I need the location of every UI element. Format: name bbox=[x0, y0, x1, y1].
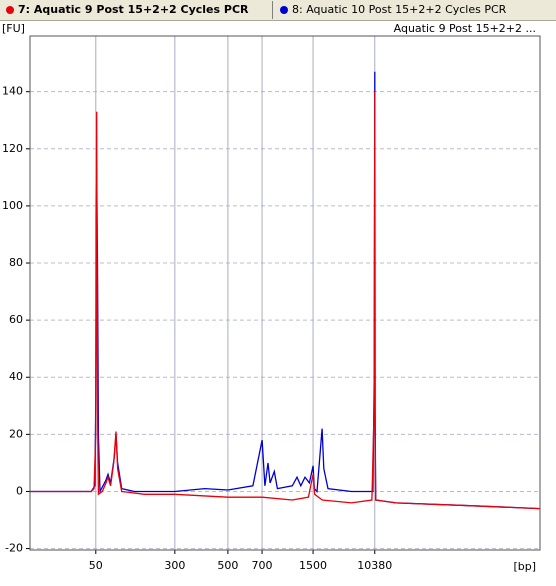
series-line bbox=[30, 71, 541, 510]
legend-label: 8: Aquatic 10 Post 15+2+2 Cycles PCR bbox=[292, 3, 507, 16]
x-tick-label: 10380 bbox=[357, 559, 392, 572]
x-axis-label: [bp] bbox=[513, 560, 536, 573]
series-line bbox=[30, 91, 541, 510]
x-tick-label: 1500 bbox=[299, 559, 327, 572]
y-tick-label: 140 bbox=[2, 85, 23, 98]
y-tick-label: 100 bbox=[2, 199, 23, 212]
y-tick-label: -20 bbox=[5, 542, 23, 555]
y-tick-label: 60 bbox=[9, 313, 23, 326]
legend-entry[interactable]: 8: Aquatic 10 Post 15+2+2 Cycles PCR bbox=[274, 3, 506, 16]
separator bbox=[272, 1, 273, 19]
legend-swatch bbox=[280, 6, 288, 14]
legend-entry[interactable]: 7: Aquatic 9 Post 15+2+2 Cycles PCR bbox=[0, 3, 249, 16]
y-tick-label: 0 bbox=[16, 484, 23, 497]
y-tick-label: 120 bbox=[2, 142, 23, 155]
chart-title: Aquatic 9 Post 15+2+2 ... bbox=[394, 22, 536, 35]
y-tick-label: 40 bbox=[9, 370, 23, 383]
x-tick-label: 500 bbox=[217, 559, 238, 572]
y-tick-label: 80 bbox=[9, 256, 23, 269]
chart: Aquatic 9 Post 15+2+2 ... [FU] [bp] -20 0… bbox=[2, 22, 541, 573]
legend-swatch bbox=[6, 6, 14, 14]
x-tick-label: 700 bbox=[252, 559, 273, 572]
legend: 7: Aquatic 9 Post 15+2+2 Cycles PCR 8: A… bbox=[0, 0, 556, 21]
plot-frame bbox=[29, 35, 541, 551]
x-tick-label: 300 bbox=[164, 559, 185, 572]
y-axis-label: [FU] bbox=[2, 22, 25, 35]
plot-area bbox=[30, 36, 540, 550]
x-tick-label: 50 bbox=[89, 559, 103, 572]
y-tick-label: 20 bbox=[9, 427, 23, 440]
legend-label: 7: Aquatic 9 Post 15+2+2 Cycles PCR bbox=[18, 3, 249, 16]
